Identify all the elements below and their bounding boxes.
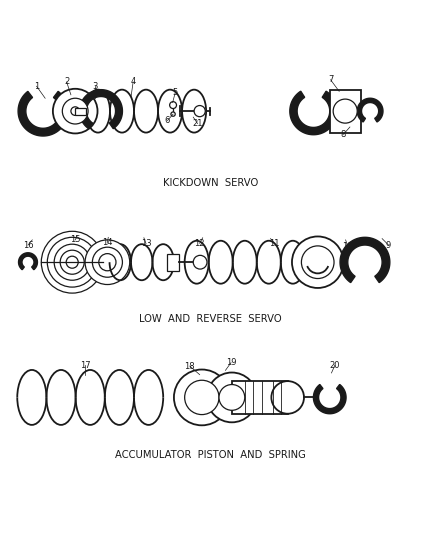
- Circle shape: [185, 380, 219, 415]
- Circle shape: [92, 247, 122, 277]
- Circle shape: [292, 237, 343, 288]
- Circle shape: [170, 102, 177, 109]
- Text: 2: 2: [64, 77, 69, 86]
- Text: LOW  AND  REVERSE  SERVO: LOW AND REVERSE SERVO: [139, 314, 282, 324]
- Text: 9: 9: [386, 240, 391, 249]
- Circle shape: [71, 107, 80, 116]
- Text: 8: 8: [341, 130, 346, 139]
- Text: 21: 21: [192, 119, 203, 128]
- Polygon shape: [18, 253, 37, 270]
- Text: 5: 5: [173, 88, 178, 97]
- Bar: [330, 90, 360, 133]
- Circle shape: [333, 99, 357, 123]
- Text: 12: 12: [194, 239, 205, 248]
- Text: 7: 7: [328, 75, 333, 84]
- Circle shape: [47, 237, 97, 287]
- Circle shape: [174, 369, 230, 425]
- Polygon shape: [340, 237, 390, 282]
- Bar: [75, 108, 86, 115]
- Text: 13: 13: [141, 239, 152, 248]
- Circle shape: [53, 89, 98, 133]
- Polygon shape: [18, 91, 68, 136]
- Circle shape: [54, 244, 90, 280]
- Circle shape: [194, 106, 205, 117]
- Circle shape: [85, 240, 130, 285]
- Circle shape: [171, 112, 175, 116]
- Text: 3: 3: [92, 82, 97, 91]
- Text: 17: 17: [80, 361, 90, 370]
- Circle shape: [219, 384, 245, 410]
- Circle shape: [60, 250, 84, 274]
- Text: 20: 20: [330, 361, 340, 370]
- Circle shape: [207, 373, 257, 422]
- Text: 16: 16: [23, 240, 33, 249]
- Circle shape: [41, 231, 103, 293]
- Polygon shape: [357, 98, 383, 122]
- Text: 10: 10: [343, 242, 353, 251]
- Bar: [166, 254, 179, 271]
- Circle shape: [193, 255, 207, 269]
- Text: 15: 15: [70, 236, 81, 245]
- Text: 6: 6: [165, 116, 170, 125]
- Bar: [232, 381, 288, 414]
- Text: 1: 1: [34, 82, 39, 91]
- Text: ACCUMULATOR  PISTON  AND  SPRING: ACCUMULATOR PISTON AND SPRING: [115, 449, 306, 459]
- Circle shape: [66, 256, 78, 268]
- Text: 19: 19: [226, 358, 236, 367]
- Circle shape: [99, 254, 116, 271]
- Circle shape: [272, 381, 304, 414]
- Text: 4: 4: [131, 77, 136, 86]
- Polygon shape: [314, 384, 346, 414]
- Text: KICKDOWN  SERVO: KICKDOWN SERVO: [163, 178, 258, 188]
- Text: 11: 11: [269, 239, 280, 248]
- Polygon shape: [80, 90, 122, 128]
- Text: 18: 18: [184, 361, 195, 370]
- Polygon shape: [290, 91, 337, 135]
- Circle shape: [301, 246, 334, 279]
- Circle shape: [62, 98, 88, 124]
- Text: 14: 14: [102, 238, 113, 247]
